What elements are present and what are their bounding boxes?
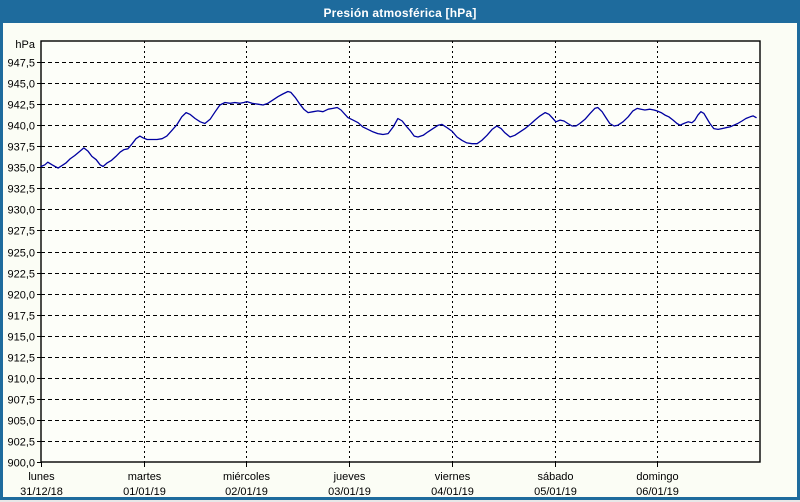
x-day-label: lunes: [28, 471, 55, 483]
plot-frame: [40, 40, 761, 463]
x-date-label: 02/01/19: [225, 486, 268, 497]
y-tick-label: 927,5: [7, 226, 35, 238]
x-date-label: 04/01/19: [431, 486, 474, 497]
x-date-label: 06/01/19: [636, 486, 679, 497]
y-tick-label: 905,0: [7, 416, 35, 428]
pressure-line-chart: 947,5 945,0 942,5 940,0 937,5 935,0 932,5 930,0…: [7, 39, 761, 498]
y-unit-label: hPa: [15, 39, 35, 51]
y-tick-label: 942,5: [7, 100, 35, 112]
y-tick-label: 920,0: [7, 290, 35, 302]
y-tick-label: 922,5: [7, 269, 35, 281]
y-tick-label: 937,5: [7, 142, 35, 154]
x-day-label: viernes: [435, 471, 471, 483]
y-tick-label: 930,0: [7, 205, 35, 217]
x-day-label: martes: [128, 471, 162, 483]
y-tick-label: 932,5: [7, 184, 35, 196]
pressure-series-line: [40, 90, 757, 169]
y-tick-label: 900,0: [7, 458, 35, 470]
x-date-label: 31/12/18: [20, 486, 63, 497]
x-day-label: domingo: [636, 471, 678, 483]
y-tick-label: 902,5: [7, 437, 35, 449]
title-bar: Presión atmosférica [hPa]: [3, 3, 797, 23]
y-tick-label: 925,0: [7, 248, 35, 260]
y-tick-label: 947,5: [7, 58, 35, 70]
x-day-label: miércoles: [223, 471, 271, 483]
y-tick-label: 940,0: [7, 121, 35, 133]
x-day-label: jueves: [333, 471, 366, 483]
y-tick-label: 910,0: [7, 374, 35, 386]
y-tick-label: 917,5: [7, 311, 35, 323]
chart-area: 947,5 945,0 942,5 940,0 937,5 935,0 932,5 930,0…: [3, 23, 797, 498]
x-date-label: 03/01/19: [328, 486, 371, 497]
y-tick-label: 945,0: [7, 79, 35, 91]
x-date-label: 01/01/19: [123, 486, 166, 497]
y-tick-label: 915,0: [7, 332, 35, 344]
y-tick-label: 907,5: [7, 395, 35, 407]
y-tick-label: 912,5: [7, 353, 35, 365]
y-tick-label: 935,0: [7, 163, 35, 175]
x-day-label: sábado: [537, 471, 573, 483]
chart-title: Presión atmosférica [hPa]: [323, 6, 477, 20]
x-date-label: 05/01/19: [534, 486, 577, 497]
